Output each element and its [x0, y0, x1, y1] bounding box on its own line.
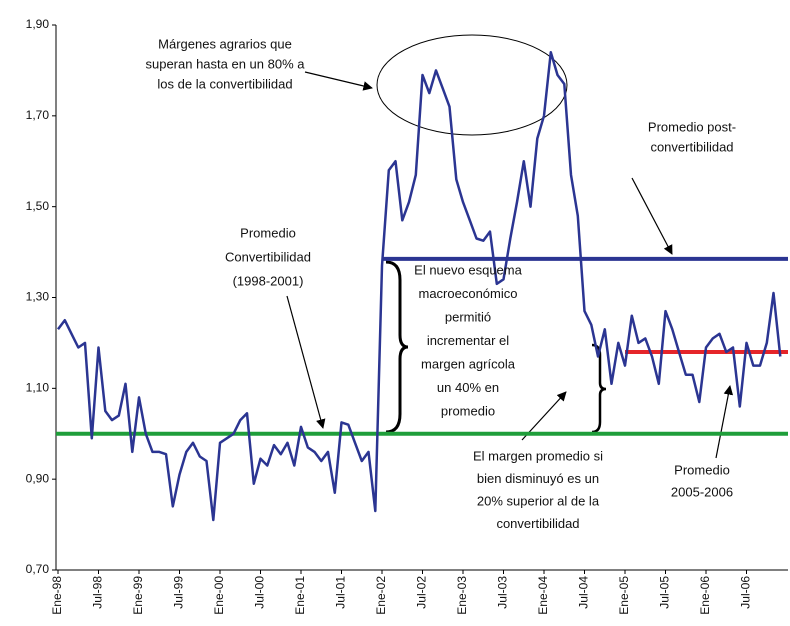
x-tick-label: Jul-99 — [172, 576, 186, 609]
annotation: macroeconómico — [419, 286, 518, 301]
data-line — [56, 50, 782, 522]
x-tick-label: Jul-98 — [91, 576, 105, 609]
x-tick-label: Ene-99 — [131, 576, 145, 615]
brace — [591, 343, 607, 434]
annotation: los de la convertibilidad — [157, 76, 292, 91]
annotation: 2005-2006 — [671, 484, 733, 499]
annotation: incrementar el — [427, 333, 509, 348]
x-tick-label: Ene-98 — [50, 576, 64, 615]
y-tick-label: 1,50 — [26, 199, 50, 213]
x-tick-label: Jul-05 — [658, 576, 672, 609]
y-tick-label: 0,70 — [26, 562, 50, 576]
annotation: permitió — [445, 309, 491, 324]
x-tick-label: Jul-02 — [415, 576, 429, 609]
annotation: un 40% en — [437, 380, 499, 395]
x-tick-label: Ene-04 — [536, 576, 550, 615]
annotation: Convertibilidad — [225, 249, 311, 264]
annotation: 20% superior al de la — [477, 493, 600, 508]
annotation: El margen promedio si — [473, 448, 603, 463]
x-tick-label: Ene-05 — [617, 576, 631, 615]
x-tick-label: Jul-03 — [496, 576, 510, 609]
x-tick-label: Ene-02 — [374, 576, 388, 615]
annotation: Promedio post- — [648, 119, 736, 134]
y-tick-label: 1,70 — [26, 108, 50, 122]
annotation: convertibilidad — [496, 516, 579, 531]
arrow — [304, 71, 373, 91]
y-tick-label: 1,10 — [26, 381, 50, 395]
y-tick-label: 1,90 — [26, 17, 50, 31]
annotation: Promedio — [240, 225, 296, 240]
annotation: El nuevo esquema — [414, 262, 522, 277]
x-tick-label: Jul-04 — [577, 576, 591, 609]
annotation: superan hasta en un 80% a — [145, 56, 305, 71]
x-tick-label: Ene-00 — [212, 576, 226, 615]
arrow — [631, 177, 673, 255]
x-tick-label: Jul-00 — [253, 576, 267, 609]
x-tick-label: Ene-01 — [293, 576, 307, 615]
x-tick-label: Ene-03 — [455, 576, 469, 615]
annotation: Márgenes agrarios que — [158, 36, 292, 51]
brace — [385, 260, 409, 434]
annotation: margen agrícola — [421, 356, 516, 371]
y-tick-label: 0,90 — [26, 471, 50, 485]
arrow — [715, 385, 734, 459]
x-tick-label: Jul-06 — [739, 576, 753, 609]
annotation: promedio — [441, 403, 495, 418]
arrow — [286, 295, 326, 429]
annotation: Promedio — [674, 462, 730, 477]
x-tick-label: Ene-06 — [698, 576, 712, 615]
annotation: convertibilidad — [650, 139, 733, 154]
x-tick-label: Jul-01 — [334, 576, 348, 609]
y-tick-label: 1,30 — [26, 290, 50, 304]
highlight-ellipse — [376, 34, 568, 136]
annotation: bien disminuyó es un — [477, 471, 599, 486]
annotation: (1998-2001) — [233, 273, 304, 288]
